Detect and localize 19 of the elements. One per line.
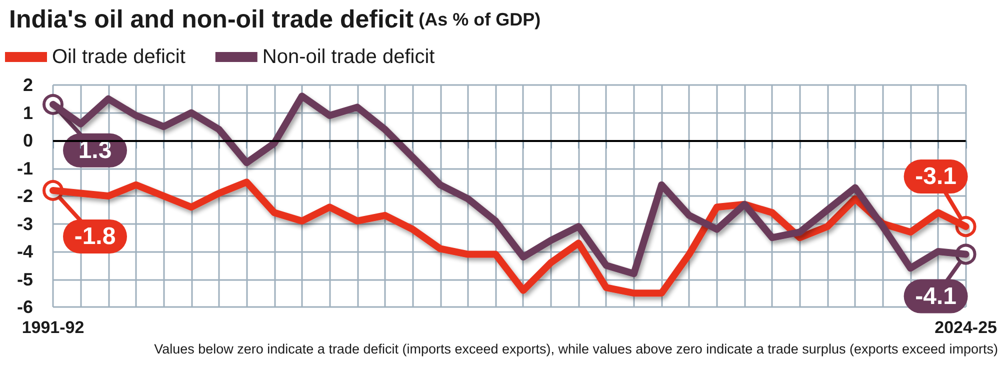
legend-label: Non-oil trade deficit (262, 46, 436, 68)
y-tick-label: -2 (16, 186, 33, 206)
legend-label: Oil trade deficit (52, 46, 186, 68)
x-tick-label: 1991-92 (22, 318, 84, 337)
y-tick-label: 2 (22, 75, 33, 95)
y-tick-label: -1 (16, 158, 33, 178)
y-tick-label: -5 (16, 269, 33, 290)
x-tick-label: 2024-25 (934, 318, 997, 337)
y-tick-label: 0 (22, 130, 33, 150)
y-tick-label: -3 (16, 214, 33, 234)
y-tick-label: -4 (16, 242, 33, 262)
y-tick-label: 1 (22, 102, 33, 123)
chart-subtitle: (As % of GDP) (418, 10, 541, 30)
annotation: -1.8 (74, 222, 116, 250)
y-tick-label: -6 (16, 297, 33, 317)
text: Values below zero indicate a trade deficit (imports exceed exports), while values above zero indicate a trade surplus (exports exceed imports) (154, 342, 998, 356)
chart-title: India's oil and non-oil trade deficit (9, 6, 414, 34)
annotation: -3.1 (915, 163, 956, 190)
annotation: -4.1 (915, 282, 956, 310)
